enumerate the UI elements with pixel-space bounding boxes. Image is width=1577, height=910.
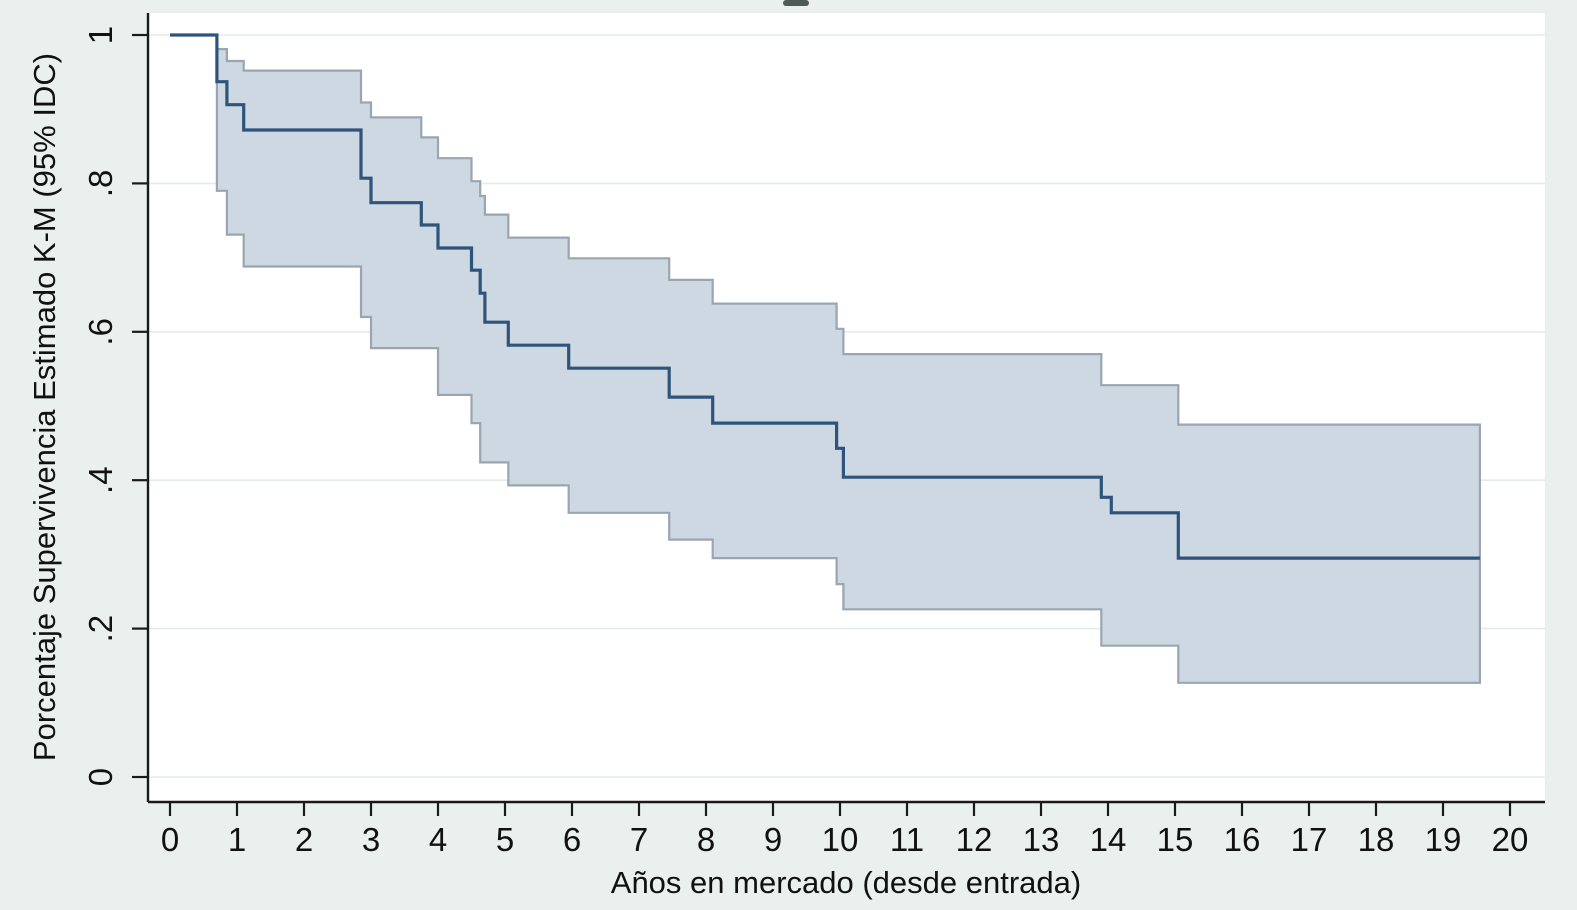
x-tick-label: 3 bbox=[362, 821, 380, 858]
x-tick-label: 7 bbox=[630, 821, 648, 858]
y-tick-label: .8 bbox=[82, 170, 119, 198]
x-tick-label: 4 bbox=[429, 821, 447, 858]
x-tick-label: 8 bbox=[697, 821, 715, 858]
survival-curve bbox=[170, 33, 1480, 560]
x-tick-label: 18 bbox=[1358, 821, 1395, 858]
x-axis-title: Años en mercado (desde entrada) bbox=[611, 865, 1081, 900]
x-tick-label: 6 bbox=[563, 821, 581, 858]
x-tick-label: 12 bbox=[956, 821, 993, 858]
x-tick-label: 10 bbox=[822, 821, 859, 858]
y-tick-label: .4 bbox=[82, 466, 119, 494]
x-tick-label: 20 bbox=[1492, 821, 1529, 858]
y-tick-label: .6 bbox=[82, 318, 119, 346]
y-tick-label: .2 bbox=[82, 615, 119, 643]
x-tick-label: 9 bbox=[764, 821, 782, 858]
y-axis-title: Porcentaje Supervivencia Estimado K-M (9… bbox=[27, 53, 62, 761]
x-tick-label: 5 bbox=[496, 821, 514, 858]
x-tick-label: 14 bbox=[1090, 821, 1127, 858]
x-tick-label: 15 bbox=[1157, 821, 1194, 858]
x-tick-label: 1 bbox=[228, 821, 246, 858]
x-axis-ticks: 0 1 2 3 4 5 6 7 8 9 10 11 12 13 14 15 16 17 18 19 20 bbox=[161, 802, 1529, 858]
x-tick-label: 2 bbox=[295, 821, 313, 858]
x-tick-label: 0 bbox=[161, 821, 179, 858]
y-axis-ticks: 0 .2 .4 .6 .8 1 bbox=[82, 26, 148, 786]
x-tick-label: 11 bbox=[890, 821, 924, 858]
x-tick-label: 16 bbox=[1224, 821, 1261, 858]
confidence-band bbox=[215, 35, 1481, 684]
x-tick-label: 17 bbox=[1291, 821, 1328, 858]
x-tick-label: 19 bbox=[1425, 821, 1462, 858]
y-tick-label: 0 bbox=[82, 768, 119, 786]
x-tick-label: 13 bbox=[1023, 821, 1060, 858]
y-tick-label: 1 bbox=[82, 26, 119, 44]
cropped-title-artifact bbox=[783, 0, 809, 6]
